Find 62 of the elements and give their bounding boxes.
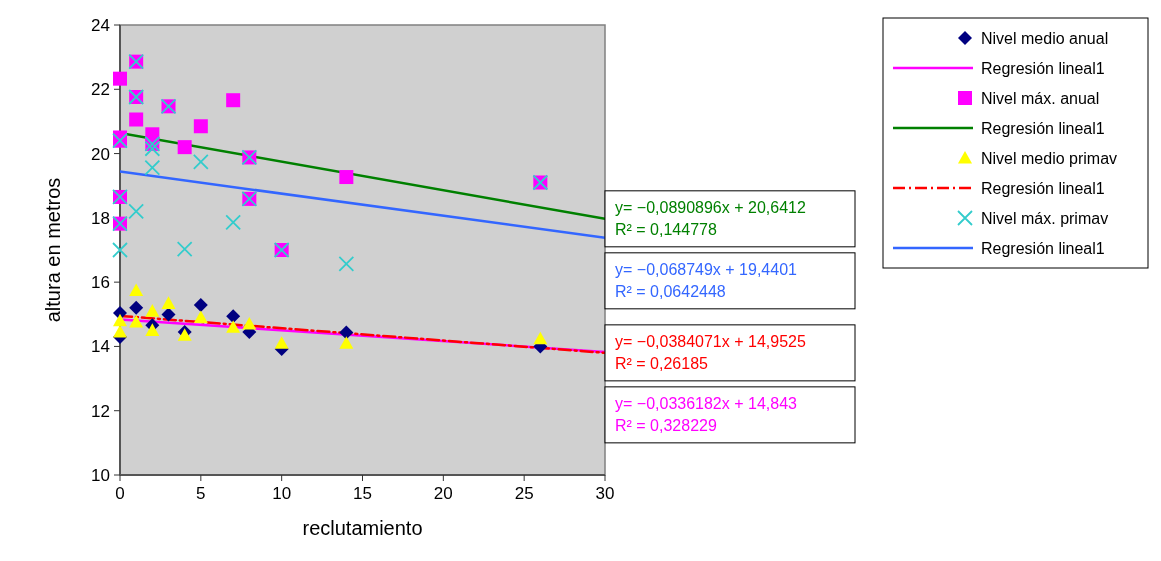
legend-label: Regresión lineal1	[981, 59, 1105, 77]
point	[145, 304, 160, 317]
legend-label: Regresión lineal1	[981, 179, 1105, 197]
point	[161, 296, 176, 309]
x-tick-label: 0	[115, 484, 125, 503]
point	[161, 307, 176, 322]
legend-label: Nivel medio primav	[981, 149, 1118, 167]
point	[113, 71, 127, 86]
point	[113, 324, 127, 338]
point	[177, 328, 192, 341]
y-tick-label: 18	[91, 208, 110, 228]
point	[193, 310, 208, 324]
point	[112, 242, 128, 258]
point	[226, 309, 241, 324]
x-tick-label: 30	[595, 484, 615, 503]
y-tick-label: 16	[91, 273, 110, 293]
legend-label: Regresión lineal1	[981, 119, 1105, 137]
legend-label: Nivel máx. anual	[981, 89, 1100, 107]
y-tick-label: 24	[91, 15, 110, 35]
text: y= −0,0336182x + 14,843 R² = 0,328229	[615, 394, 798, 434]
point	[339, 336, 354, 349]
legend-label: Nivel medio anual	[981, 29, 1109, 47]
point	[145, 323, 160, 336]
legend-label: Regresión lineal1	[981, 239, 1105, 257]
point	[113, 313, 127, 327]
x-tick-label: 15	[353, 484, 372, 503]
point	[193, 119, 208, 134]
point	[128, 203, 145, 220]
y-tick-label: 12	[91, 401, 110, 421]
point	[338, 255, 355, 272]
point	[129, 112, 144, 127]
point	[129, 283, 144, 297]
point	[176, 241, 193, 257]
point	[193, 297, 208, 312]
point	[192, 154, 209, 170]
x-tick-label: 5	[196, 484, 206, 503]
x-tick-label: 20	[433, 484, 453, 503]
point	[144, 159, 161, 176]
point	[225, 214, 242, 231]
y-tick-label: 10	[91, 465, 110, 485]
x-tick-label: 10	[272, 484, 292, 503]
point	[226, 320, 241, 333]
point	[242, 316, 257, 330]
y-tick-label: 20	[91, 144, 110, 164]
point	[129, 315, 144, 328]
legend-label: Nivel máx. primav	[981, 209, 1109, 227]
text: y= −0,0890896x + 20,6412 R² = 0,144778	[615, 198, 806, 238]
text: y= −0,068749x + 19,4401 R² = 0,0642448	[615, 260, 798, 300]
y-axis-title: altura en metros	[42, 177, 64, 323]
text: y= −0,0384071x + 14,9525 R² = 0,26185	[615, 332, 806, 372]
y-tick-label: 14	[91, 337, 110, 357]
x-axis-title: reclutamiento	[302, 517, 423, 539]
point	[339, 170, 354, 185]
point	[144, 140, 161, 157]
point	[339, 325, 354, 340]
point	[226, 93, 241, 108]
point	[177, 140, 192, 155]
point	[533, 331, 548, 345]
point	[274, 336, 289, 349]
point	[129, 300, 144, 315]
x-tick-label: 25	[514, 484, 534, 503]
y-tick-label: 22	[91, 80, 110, 100]
